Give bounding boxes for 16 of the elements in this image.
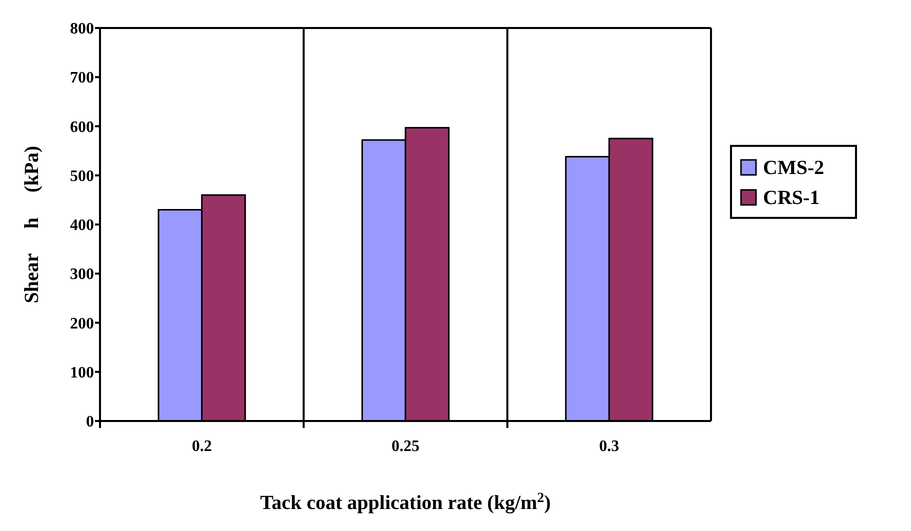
y-tick-label: 700 — [70, 70, 94, 87]
y-tick-label: 800 — [70, 20, 94, 38]
x-tick-label: 0.2 — [192, 438, 212, 455]
y-tick-label: 600 — [70, 118, 94, 136]
x-tick-label: 0.3 — [599, 438, 620, 455]
y-tick-label: 0 — [86, 414, 94, 431]
y-tick-label: 200 — [70, 315, 94, 332]
legend-label: CMS-2 — [763, 156, 824, 179]
y-axis-title: Shear h (kPa) — [21, 146, 43, 304]
y-tick-label: 300 — [70, 266, 94, 284]
y-tick-label: 500 — [70, 168, 94, 185]
legend-label: CRS-1 — [763, 186, 820, 209]
x-tick-label: 0.25 — [392, 438, 420, 455]
y-tick-label: 100 — [70, 364, 94, 382]
x-axis-title: Tack coat application rate (kg/m$^{2}$) — [260, 490, 551, 514]
y-tick-label: 400 — [70, 217, 94, 234]
